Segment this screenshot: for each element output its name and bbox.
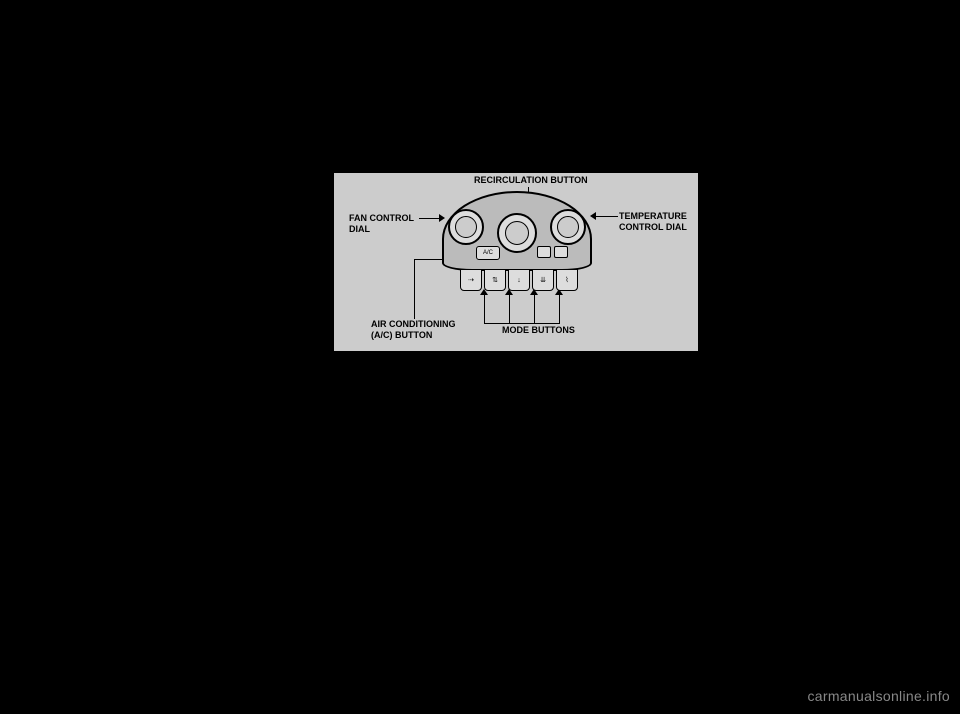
label-mode: MODE BUTTONS xyxy=(502,325,575,336)
callout-line-ac-v xyxy=(414,259,415,319)
label-recirculation: RECIRCULATION BUTTON xyxy=(474,175,588,186)
temp-dial-inner xyxy=(557,216,579,238)
mode-button-3: ↓ xyxy=(508,269,530,291)
rear-defrost-button xyxy=(554,246,568,258)
fan-control-dial xyxy=(448,209,484,245)
bilevel-icon: ⇅ xyxy=(492,276,498,284)
floor-icon: ↓ xyxy=(517,277,521,284)
label-recirculation-text: RECIRCULATION BUTTON xyxy=(474,175,588,185)
watermark-text: carmanualsonline.info xyxy=(808,688,951,704)
floor-defrost-icon: ⇊ xyxy=(540,276,546,284)
mode-button-1: ⇢ xyxy=(460,269,482,291)
mode-button-4: ⇊ xyxy=(532,269,554,291)
label-temperature: TEMPERATURE CONTROL DIAL xyxy=(619,211,687,233)
mode-button-5: ⌇ xyxy=(556,269,578,291)
callout-line-fan xyxy=(419,218,441,219)
label-temperature-line1: TEMPERATURE xyxy=(619,211,687,221)
label-fan-control: FAN CONTROL DIAL xyxy=(349,213,414,235)
watermark: carmanualsonline.info xyxy=(808,688,951,704)
label-ac-line1: AIR CONDITIONING xyxy=(371,319,456,329)
center-dial-inner xyxy=(505,221,529,245)
label-mode-text: MODE BUTTONS xyxy=(502,325,575,335)
mode-button-2: ⇅ xyxy=(484,269,506,291)
callout-line-mode-h xyxy=(484,323,560,324)
label-fan-control-line2: DIAL xyxy=(349,224,370,234)
center-dial xyxy=(497,213,537,253)
callout-line-temp xyxy=(594,216,618,217)
ac-button: A/C xyxy=(476,246,500,260)
temperature-control-dial xyxy=(550,209,586,245)
label-ac: AIR CONDITIONING (A/C) BUTTON xyxy=(371,319,456,341)
figure-panel: RECIRCULATION BUTTON FAN CONTROL DIAL TE… xyxy=(334,173,698,351)
label-temperature-line2: CONTROL DIAL xyxy=(619,222,687,232)
recirculation-button xyxy=(537,246,551,258)
label-fan-control-line1: FAN CONTROL xyxy=(349,213,414,223)
ac-button-label: A/C xyxy=(483,250,493,256)
climate-console: A/C ⇢ ⇅ ↓ ⇊ ⌇ xyxy=(442,191,592,306)
fan-dial-inner xyxy=(455,216,477,238)
mode-button-row: ⇢ ⇅ ↓ ⇊ ⌇ xyxy=(460,269,578,291)
vent-icon: ⇢ xyxy=(468,276,474,284)
label-ac-line2: (A/C) BUTTON xyxy=(371,330,432,340)
defrost-icon: ⌇ xyxy=(565,276,568,284)
